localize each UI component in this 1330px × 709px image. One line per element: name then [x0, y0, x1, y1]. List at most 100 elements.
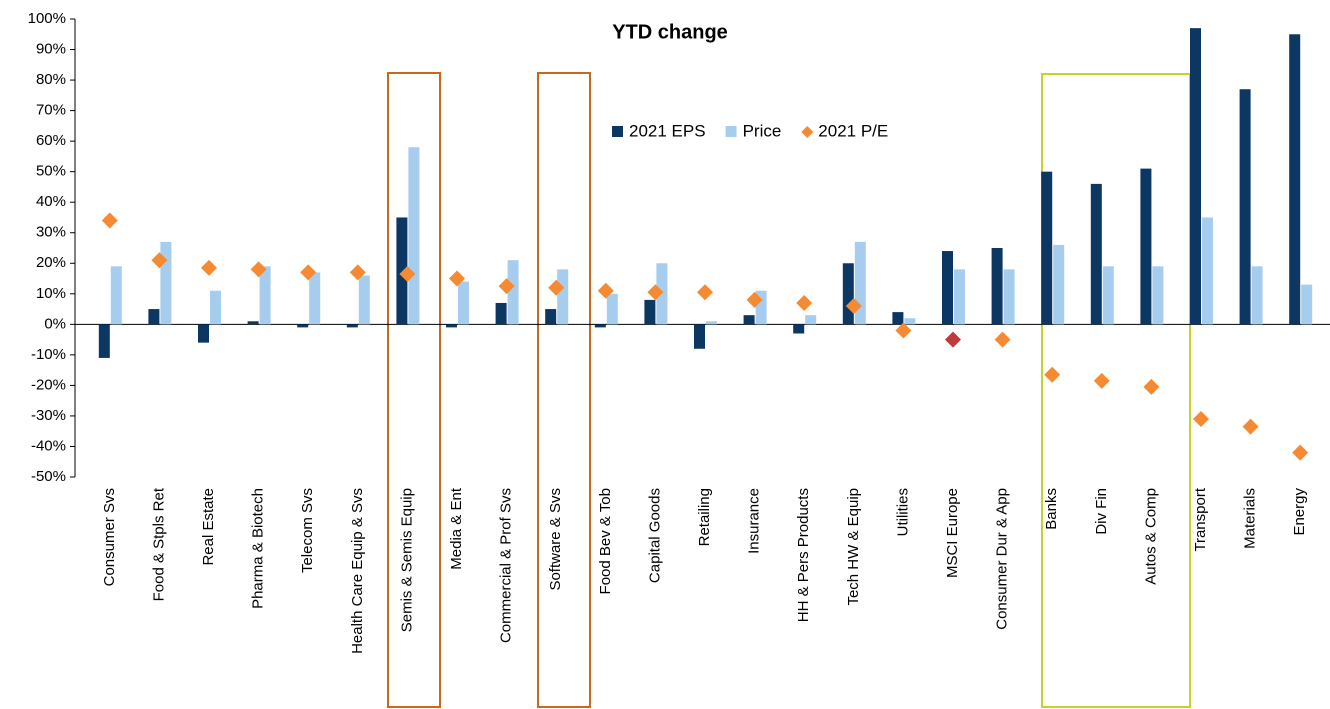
bar	[346, 324, 358, 328]
legend-label: 2021 EPS	[629, 121, 706, 140]
legend-label: 2021 P/E	[818, 121, 888, 140]
bar	[805, 315, 817, 325]
bar	[644, 299, 656, 325]
x-tick-label: Div Fin	[1093, 488, 1110, 535]
x-tick-label: Real Estate	[200, 488, 217, 566]
y-tick-label: 80%	[36, 71, 66, 88]
x-tick-label: Commercial & Prof Svs	[498, 488, 515, 643]
y-tick-label: 70%	[36, 102, 66, 119]
bar	[458, 281, 469, 325]
bar	[148, 309, 160, 325]
chart-title: YTD change	[612, 21, 728, 43]
bar	[1102, 266, 1114, 325]
legend-swatch	[801, 126, 814, 138]
y-tick-label: -10%	[31, 346, 66, 363]
pe-marker	[994, 331, 1011, 348]
bar	[1090, 183, 1102, 325]
bar	[446, 324, 457, 328]
bar	[495, 302, 507, 325]
pe-marker	[201, 259, 217, 276]
bar	[247, 321, 259, 325]
legend-swatch	[725, 126, 737, 137]
bar	[743, 315, 755, 325]
y-tick-label: 30%	[36, 224, 66, 241]
pe-marker	[1242, 418, 1259, 435]
pe-marker	[647, 284, 664, 301]
y-tick-label: 20%	[36, 254, 66, 271]
x-tick-label: Consumer Svs	[101, 488, 118, 586]
x-tick-label: Software & Svs	[547, 488, 564, 591]
pe-marker	[746, 291, 763, 308]
y-tick-label: 100%	[28, 10, 66, 27]
y-tick-label: 40%	[36, 193, 66, 210]
bar	[160, 241, 172, 325]
bar	[755, 290, 767, 325]
pe-marker	[1193, 410, 1209, 427]
legend-swatch	[612, 126, 623, 137]
pe-marker	[1143, 378, 1160, 395]
x-tick-label: Semis & Semis Equip	[398, 488, 415, 632]
bar	[557, 269, 569, 325]
y-tick-label: 90%	[36, 41, 66, 58]
y-tick-label: 0%	[44, 315, 66, 332]
bar	[1202, 217, 1213, 325]
x-tick-label: Utilities	[894, 488, 911, 536]
bar	[842, 263, 854, 325]
bar	[1239, 89, 1251, 325]
x-tick-label: Food & Stpls Ret	[150, 487, 167, 601]
bar	[656, 263, 668, 325]
x-tick-label: Media & Ent	[448, 487, 465, 570]
x-tick-label: MSCI Europe	[944, 488, 961, 578]
bar	[309, 272, 321, 325]
bar	[954, 269, 965, 325]
bar	[545, 309, 557, 325]
pe-marker	[895, 322, 912, 339]
y-tick-label: -50%	[31, 468, 66, 485]
pe-marker	[349, 264, 366, 281]
pe-marker	[597, 282, 614, 299]
pe-marker	[697, 284, 713, 301]
pe-marker	[300, 264, 317, 281]
bar	[904, 318, 916, 325]
bar	[396, 217, 408, 325]
bar	[594, 324, 606, 328]
bar	[892, 312, 904, 325]
y-tick-label: -30%	[31, 407, 66, 424]
bar	[98, 324, 110, 358]
pe-marker	[101, 212, 118, 229]
bar	[606, 293, 618, 325]
pe-marker	[796, 294, 813, 311]
pe-marker	[548, 279, 565, 296]
bar	[942, 251, 953, 325]
pe-marker	[1044, 366, 1061, 383]
x-tick-label: Materials	[1242, 488, 1259, 549]
y-tick-label: 50%	[36, 163, 66, 180]
bar	[1152, 266, 1164, 325]
x-tick-label: Health Care Equip & Svs	[349, 488, 366, 654]
bar	[1301, 284, 1313, 325]
legend-label: Price	[743, 121, 782, 140]
x-tick-label: Food Bev & Tob	[597, 488, 614, 594]
x-tick-label: Consumer Dur & App	[994, 488, 1011, 630]
x-tick-label: Telecom Svs	[299, 488, 316, 573]
bar	[694, 324, 705, 349]
bar	[1140, 168, 1152, 325]
bar	[991, 248, 1003, 325]
pe-marker	[845, 298, 862, 315]
bar	[1289, 34, 1301, 325]
pe-marker	[449, 270, 465, 287]
pe-marker	[1093, 372, 1110, 389]
x-tick-label: Tech HW & Equip	[845, 488, 862, 606]
bar	[297, 324, 309, 328]
highlight-box	[537, 72, 591, 708]
bar	[358, 275, 370, 325]
x-tick-label: Autos & Comp	[1142, 488, 1159, 585]
bar	[854, 241, 866, 325]
pe-marker	[250, 261, 267, 278]
x-tick-label: Transport	[1192, 487, 1209, 551]
pe-marker	[498, 278, 515, 295]
y-tick-label: -40%	[31, 437, 66, 454]
x-tick-label: HH & Pers Products	[795, 488, 812, 622]
bar	[793, 324, 805, 334]
